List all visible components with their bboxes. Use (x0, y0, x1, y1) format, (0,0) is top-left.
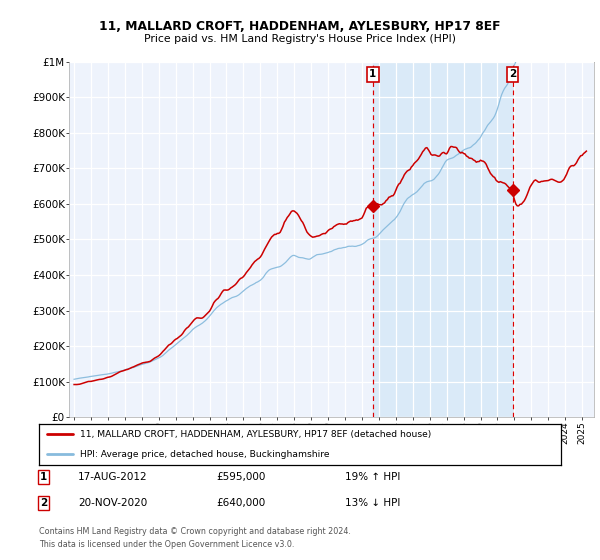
Text: 1: 1 (369, 69, 376, 80)
Text: HPI: Average price, detached house, Buckinghamshire: HPI: Average price, detached house, Buck… (80, 450, 329, 459)
Bar (373, 62, 512, 417)
Text: 20-NOV-2020: 20-NOV-2020 (78, 498, 147, 508)
Text: 19% ↑ HPI: 19% ↑ HPI (345, 472, 400, 482)
Text: 17-AUG-2012: 17-AUG-2012 (78, 472, 148, 482)
Text: Contains HM Land Registry data © Crown copyright and database right 2024.
This d: Contains HM Land Registry data © Crown c… (39, 526, 351, 549)
Text: 13% ↓ HPI: 13% ↓ HPI (345, 498, 400, 508)
Text: Price paid vs. HM Land Registry's House Price Index (HPI): Price paid vs. HM Land Registry's House … (144, 34, 456, 44)
Text: 2: 2 (509, 69, 516, 80)
Text: 11, MALLARD CROFT, HADDENHAM, AYLESBURY, HP17 8EF: 11, MALLARD CROFT, HADDENHAM, AYLESBURY,… (99, 20, 501, 34)
Text: £640,000: £640,000 (216, 498, 265, 508)
Text: 1: 1 (40, 472, 47, 482)
Text: £595,000: £595,000 (216, 472, 265, 482)
Text: 11, MALLARD CROFT, HADDENHAM, AYLESBURY, HP17 8EF (detached house): 11, MALLARD CROFT, HADDENHAM, AYLESBURY,… (80, 430, 431, 438)
Text: 2: 2 (40, 498, 47, 508)
